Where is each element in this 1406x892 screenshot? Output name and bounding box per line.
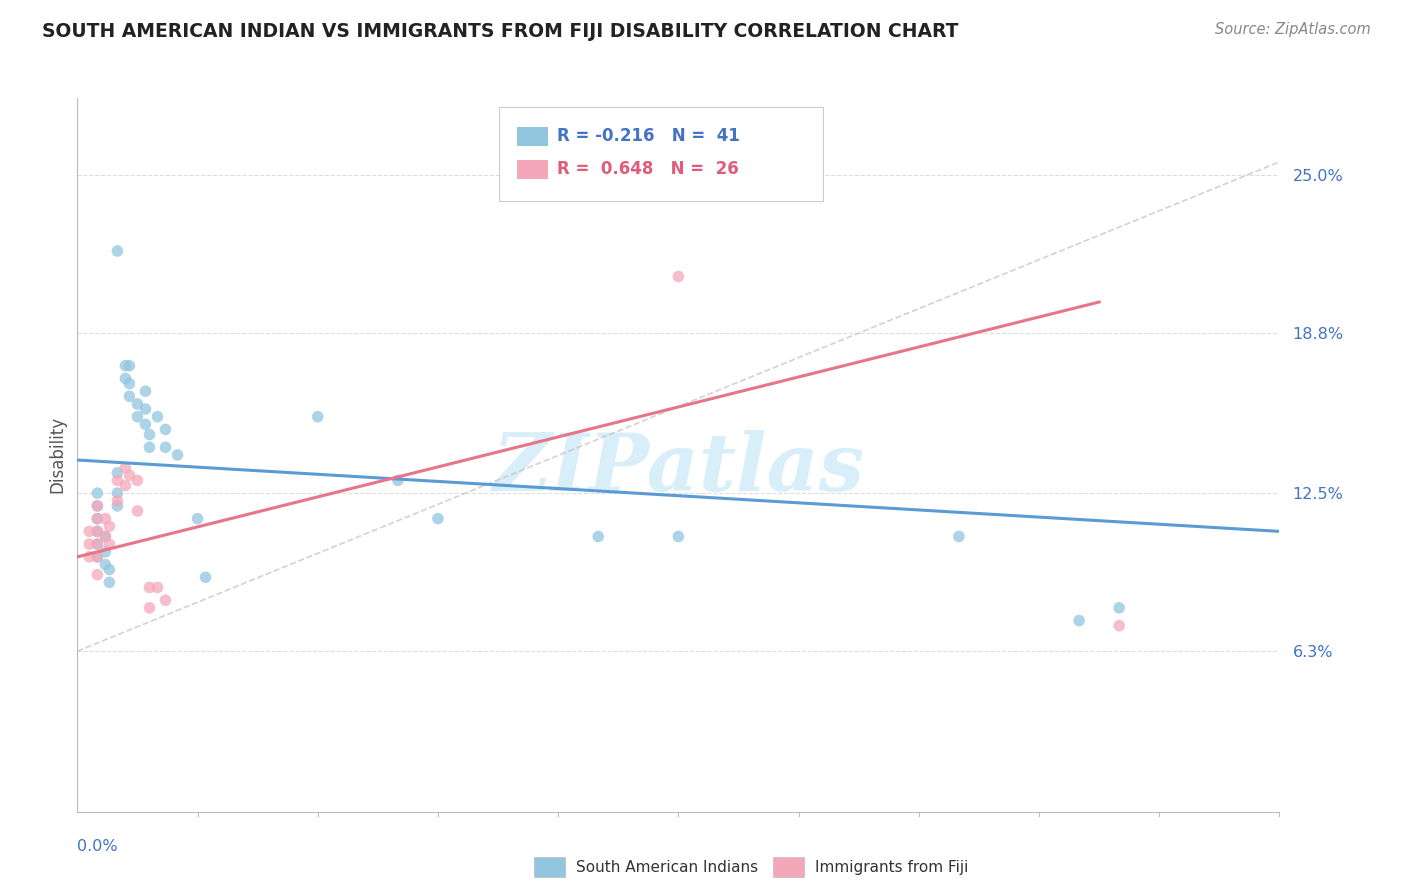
Point (94, 558, 117, 572)
Point (155, 593, 177, 607)
Point (427, 511, 450, 525)
Point (107, 486, 129, 500)
Point (1069, 614, 1091, 628)
Point (86, 486, 108, 500)
Point (86, 567, 108, 582)
Point (138, 427, 160, 442)
Point (118, 468, 141, 483)
Point (127, 504, 149, 518)
Text: South American Indians: South American Indians (576, 860, 759, 874)
Point (194, 570, 217, 584)
Point (307, 409, 329, 424)
Point (127, 409, 149, 424)
Point (86, 524, 108, 539)
Point (86, 549, 108, 564)
Point (98, 575, 121, 590)
Point (94, 545, 117, 559)
Point (107, 493, 129, 508)
Point (107, 466, 129, 480)
Point (387, 474, 409, 488)
Text: SOUTH AMERICAN INDIAN VS IMMIGRANTS FROM FIJI DISABILITY CORRELATION CHART: SOUTH AMERICAN INDIAN VS IMMIGRANTS FROM… (42, 22, 959, 41)
Point (107, 244, 129, 258)
Point (118, 389, 141, 403)
Point (186, 511, 209, 525)
Point (114, 460, 136, 475)
Point (114, 478, 136, 492)
Point (86, 537, 108, 551)
Point (94, 529, 117, 543)
Point (155, 422, 177, 436)
Point (118, 376, 141, 391)
Point (98, 537, 121, 551)
Point (155, 440, 177, 454)
Point (1108, 600, 1130, 615)
Point (127, 474, 149, 488)
Y-axis label: Disability: Disability (48, 417, 66, 493)
Point (86, 499, 108, 513)
Point (86, 499, 108, 513)
Point (86, 537, 108, 551)
Point (134, 402, 156, 417)
Text: R =  0.648   N =  26: R = 0.648 N = 26 (557, 161, 738, 178)
Text: Immigrants from Fiji: Immigrants from Fiji (815, 860, 969, 874)
Text: R = -0.216   N =  41: R = -0.216 N = 41 (557, 128, 740, 145)
Point (98, 563, 121, 577)
Text: 0.0%: 0.0% (77, 838, 118, 854)
Point (146, 409, 169, 424)
Point (118, 359, 141, 373)
Point (134, 384, 156, 399)
Point (127, 397, 149, 411)
Point (146, 581, 169, 595)
Point (107, 499, 129, 513)
Point (79, 549, 101, 564)
Point (86, 511, 108, 525)
Point (138, 581, 160, 595)
Point (114, 359, 136, 373)
Point (948, 529, 970, 543)
Point (138, 440, 160, 454)
Point (134, 417, 156, 432)
Text: Source: ZipAtlas.com: Source: ZipAtlas.com (1215, 22, 1371, 37)
Point (588, 529, 610, 543)
Point (114, 371, 136, 385)
Text: ZIPatlas: ZIPatlas (492, 431, 865, 508)
Point (668, 529, 690, 543)
Point (138, 600, 160, 615)
Point (86, 511, 108, 525)
Point (1108, 618, 1130, 632)
Point (94, 511, 117, 525)
Point (86, 524, 108, 539)
Point (94, 529, 117, 543)
Point (79, 524, 101, 539)
Point (107, 474, 129, 488)
Point (79, 537, 101, 551)
Point (98, 519, 121, 533)
Point (668, 269, 690, 284)
Point (86, 549, 108, 564)
Point (166, 448, 188, 462)
